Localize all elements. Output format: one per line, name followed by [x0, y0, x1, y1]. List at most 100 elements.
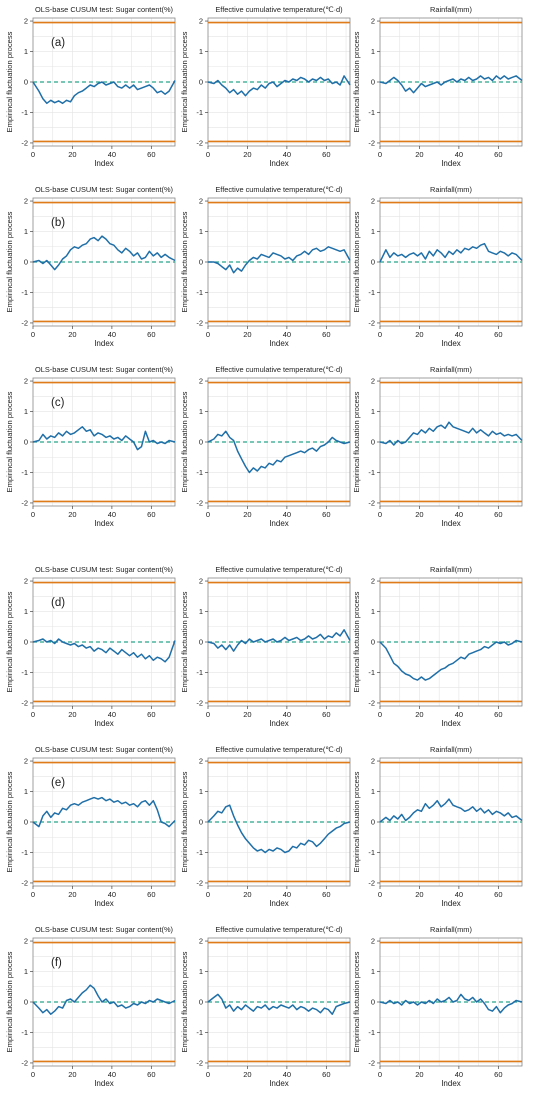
panel-5-1 — [30, 757, 176, 889]
y-axis-label: Empirincal fluctuation process — [5, 211, 14, 312]
y-axis-label: Empirincal fluctuation process — [5, 951, 14, 1052]
x-axis-label: Index — [269, 899, 289, 908]
y-tick-label: -2 — [368, 138, 375, 147]
x-tick-label: 60 — [494, 890, 502, 899]
x-tick-label: 60 — [322, 510, 330, 519]
panel-title: OLS-base CUSUM test: Sugar content(%) — [35, 745, 173, 754]
y-tick-label: 2 — [24, 757, 28, 766]
series-line — [208, 246, 351, 274]
x-axis-label: Index — [441, 519, 461, 528]
x-tick-label: 20 — [68, 330, 76, 339]
panel-3-1 — [30, 377, 176, 509]
y-tick-label: 2 — [199, 757, 203, 766]
x-tick-label: 0 — [206, 150, 210, 159]
y-tick-label: -1 — [21, 468, 28, 477]
x-tick-label: 0 — [378, 510, 382, 519]
y-tick-label: 1 — [24, 47, 28, 56]
x-tick-label: 60 — [322, 150, 330, 159]
x-tick-label: 20 — [243, 890, 251, 899]
x-tick-label: 60 — [494, 330, 502, 339]
panel-2-1 — [30, 197, 176, 329]
panel-title: Effective cumulative temperature(℃·d) — [215, 185, 342, 194]
x-tick-label: 60 — [147, 330, 155, 339]
y-tick-label: -1 — [21, 288, 28, 297]
x-axis-label: Index — [269, 1079, 289, 1088]
y-axis-label: Empirincal fluctuation process — [5, 771, 14, 872]
y-tick-label: -1 — [368, 668, 375, 677]
panel-2-3 — [377, 197, 523, 329]
y-tick-label: 2 — [199, 197, 203, 206]
y-tick-label: -1 — [368, 468, 375, 477]
x-tick-label: 20 — [415, 150, 423, 159]
y-tick-label: 0 — [199, 818, 203, 827]
panel-title: Rainfall(mm) — [430, 185, 472, 194]
grid — [380, 938, 522, 1066]
y-axis-label: Empirincal fluctuation process — [352, 211, 361, 312]
series-line — [207, 430, 351, 474]
x-tick-label: 40 — [283, 710, 291, 719]
x-tick-label: 40 — [455, 150, 463, 159]
panel-title: Effective cumulative temperature(℃·d) — [215, 745, 342, 754]
series-line — [379, 798, 523, 823]
x-tick-label: 20 — [415, 710, 423, 719]
y-tick-label: 1 — [371, 607, 375, 616]
y-tick-label: -2 — [196, 318, 203, 327]
series-line — [32, 235, 176, 271]
y-tick-label: -1 — [196, 668, 203, 677]
panel-letter-label: (d) — [51, 597, 65, 609]
y-tick-label: 2 — [371, 197, 375, 206]
y-tick-label: 0 — [199, 998, 203, 1007]
grid — [33, 758, 175, 886]
x-tick-label: 0 — [31, 890, 35, 899]
y-axis-label: Empirincal fluctuation process — [352, 951, 361, 1052]
series-line — [379, 421, 523, 446]
y-tick-label: 2 — [371, 577, 375, 586]
x-axis-label: Index — [94, 339, 114, 348]
panel-title: Rainfall(mm) — [430, 745, 472, 754]
y-axis-label: Empirincal fluctuation process — [180, 591, 189, 692]
y-tick-label: 0 — [24, 818, 28, 827]
x-tick-label: 40 — [455, 890, 463, 899]
y-axis-label: Empirincal fluctuation process — [352, 31, 361, 132]
panel-title: Rainfall(mm) — [430, 565, 472, 574]
x-tick-label: 40 — [455, 710, 463, 719]
x-tick-label: 20 — [415, 890, 423, 899]
x-tick-label: 20 — [243, 1070, 251, 1079]
y-tick-label: -1 — [196, 1028, 203, 1037]
x-tick-label: 0 — [206, 1070, 210, 1079]
x-tick-label: 0 — [206, 890, 210, 899]
y-tick-label: 1 — [199, 607, 203, 616]
x-tick-label: 40 — [108, 890, 116, 899]
x-axis-label: Index — [269, 519, 289, 528]
y-tick-label: -2 — [21, 1058, 28, 1067]
panel-6-1 — [30, 937, 176, 1069]
x-axis-label: Index — [441, 339, 461, 348]
x-tick-label: 60 — [322, 710, 330, 719]
y-tick-label: -1 — [368, 848, 375, 857]
panel-4-2 — [205, 577, 351, 709]
x-axis-label: Index — [94, 1079, 114, 1088]
y-tick-label: 1 — [24, 407, 28, 416]
y-tick-label: 0 — [371, 78, 375, 87]
y-axis-label: Empirincal fluctuation process — [5, 591, 14, 692]
panel-1-1 — [30, 17, 176, 149]
y-tick-label: -1 — [196, 108, 203, 117]
y-tick-label: 1 — [24, 787, 28, 796]
panel-1-3 — [377, 17, 523, 149]
x-tick-label: 20 — [415, 330, 423, 339]
y-tick-label: 2 — [371, 377, 375, 386]
panel-title: OLS-base CUSUM test: Sugar content(%) — [35, 565, 173, 574]
series-line — [32, 796, 176, 828]
y-tick-label: -2 — [368, 698, 375, 707]
y-tick-label: -2 — [368, 878, 375, 887]
x-axis-label: Index — [269, 159, 289, 168]
x-tick-label: 60 — [147, 890, 155, 899]
y-tick-label: -2 — [368, 498, 375, 507]
y-tick-label: -2 — [368, 1058, 375, 1067]
x-tick-label: 40 — [108, 150, 116, 159]
y-tick-label: -2 — [21, 878, 28, 887]
y-tick-label: 2 — [199, 937, 203, 946]
y-tick-label: 0 — [24, 258, 28, 267]
y-tick-label: -1 — [21, 668, 28, 677]
y-tick-label: -1 — [196, 468, 203, 477]
